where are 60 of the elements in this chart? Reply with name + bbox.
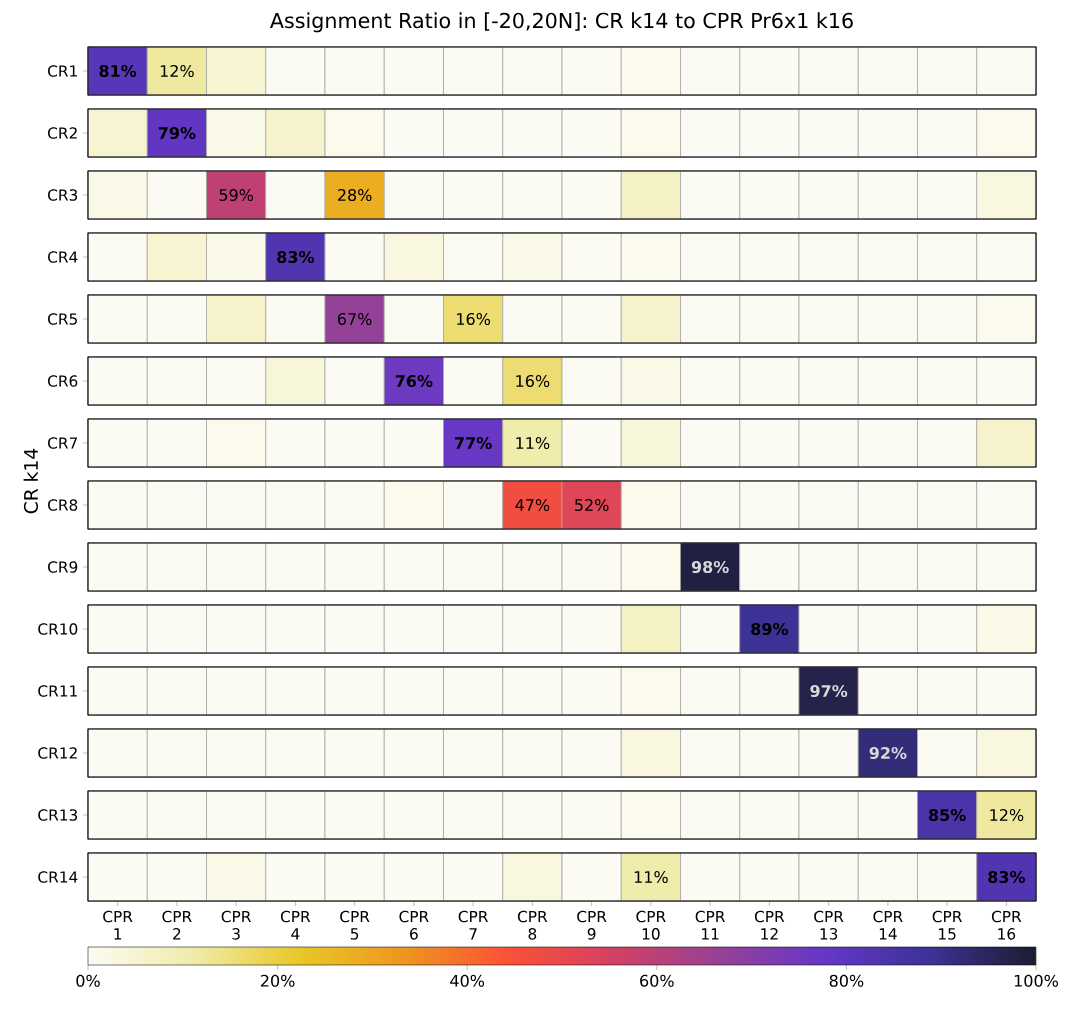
y-tick-label: CR1 (48, 65, 77, 77)
x-tick-label: CPR 4 (280, 910, 311, 940)
y-axis-title: CR k14 (23, 448, 39, 514)
y-tick-label: CR13 (38, 809, 78, 821)
color-bar-label: 60% (640, 974, 674, 987)
data-label: 76% (395, 374, 433, 388)
data-label: 83% (988, 870, 1026, 884)
y-tick-label: CR3 (48, 189, 78, 201)
y-tick-label: CR8 (48, 499, 78, 511)
data-label: 47% (515, 498, 550, 512)
y-tick-label: CR7 (48, 437, 77, 449)
data-label: 89% (751, 622, 789, 636)
color-bar-label: 40% (450, 974, 485, 987)
x-tick-label: CPR 7 (458, 910, 488, 940)
data-label: 77% (455, 436, 492, 450)
x-tick-label: CPR 2 (162, 910, 192, 940)
x-tick-label: CPR 3 (221, 910, 251, 940)
y-tick-label: CR11 (38, 685, 77, 697)
x-tick-label: CPR 14 (873, 910, 903, 940)
y-tick-label: CR14 (38, 871, 78, 883)
data-label: 81% (99, 64, 137, 78)
y-tick-label: CR12 (38, 747, 77, 759)
data-label: 97% (810, 684, 848, 698)
data-label: 85% (928, 808, 966, 822)
chart-title: Assignment Ratio in [-20,20N]: CR k14 to CPR Pr6x1 k16 (270, 12, 853, 33)
data-label: 28% (338, 188, 372, 202)
data-label: 52% (575, 498, 609, 512)
x-tick-label: CPR 1 (103, 910, 133, 940)
data-label: 12% (990, 808, 1024, 822)
y-tick-label: CR6 (48, 375, 78, 387)
color-bar-label: 100% (1014, 974, 1058, 987)
x-tick-label: CPR 13 (814, 910, 844, 940)
y-tick-label: CR5 (48, 313, 77, 325)
data-label: 59% (219, 188, 254, 202)
data-label: 83% (277, 250, 315, 264)
color-bar-label: 0% (76, 974, 100, 987)
x-tick-label: CPR 15 (932, 910, 962, 940)
color-bar-label: 80% (829, 974, 864, 987)
y-tick-label: CR2 (48, 127, 77, 139)
x-tick-label: CPR 10 (636, 910, 666, 940)
data-label: 11% (516, 436, 550, 450)
x-tick-label: CPR 6 (399, 910, 429, 940)
x-tick-label: CPR 5 (340, 910, 370, 940)
x-tick-label: CPR 8 (517, 910, 548, 940)
color-bar-label: 20% (260, 974, 295, 987)
data-label: 16% (516, 374, 550, 388)
data-label: 92% (869, 746, 907, 760)
y-tick-label: CR9 (48, 561, 78, 573)
y-tick-label: CR10 (38, 623, 78, 635)
x-tick-label: CPR 11 (695, 910, 725, 940)
data-label: 79% (158, 126, 196, 140)
x-tick-label: CPR 9 (577, 910, 607, 940)
data-label: 12% (160, 64, 194, 78)
x-tick-label: CPR 16 (991, 910, 1022, 940)
data-label: 67% (337, 312, 372, 326)
data-label: 16% (457, 312, 491, 326)
y-tick-label: CR4 (48, 251, 78, 263)
data-label: 98% (691, 560, 729, 574)
x-tick-label: CPR 12 (754, 910, 785, 940)
data-label: 11% (634, 870, 668, 884)
